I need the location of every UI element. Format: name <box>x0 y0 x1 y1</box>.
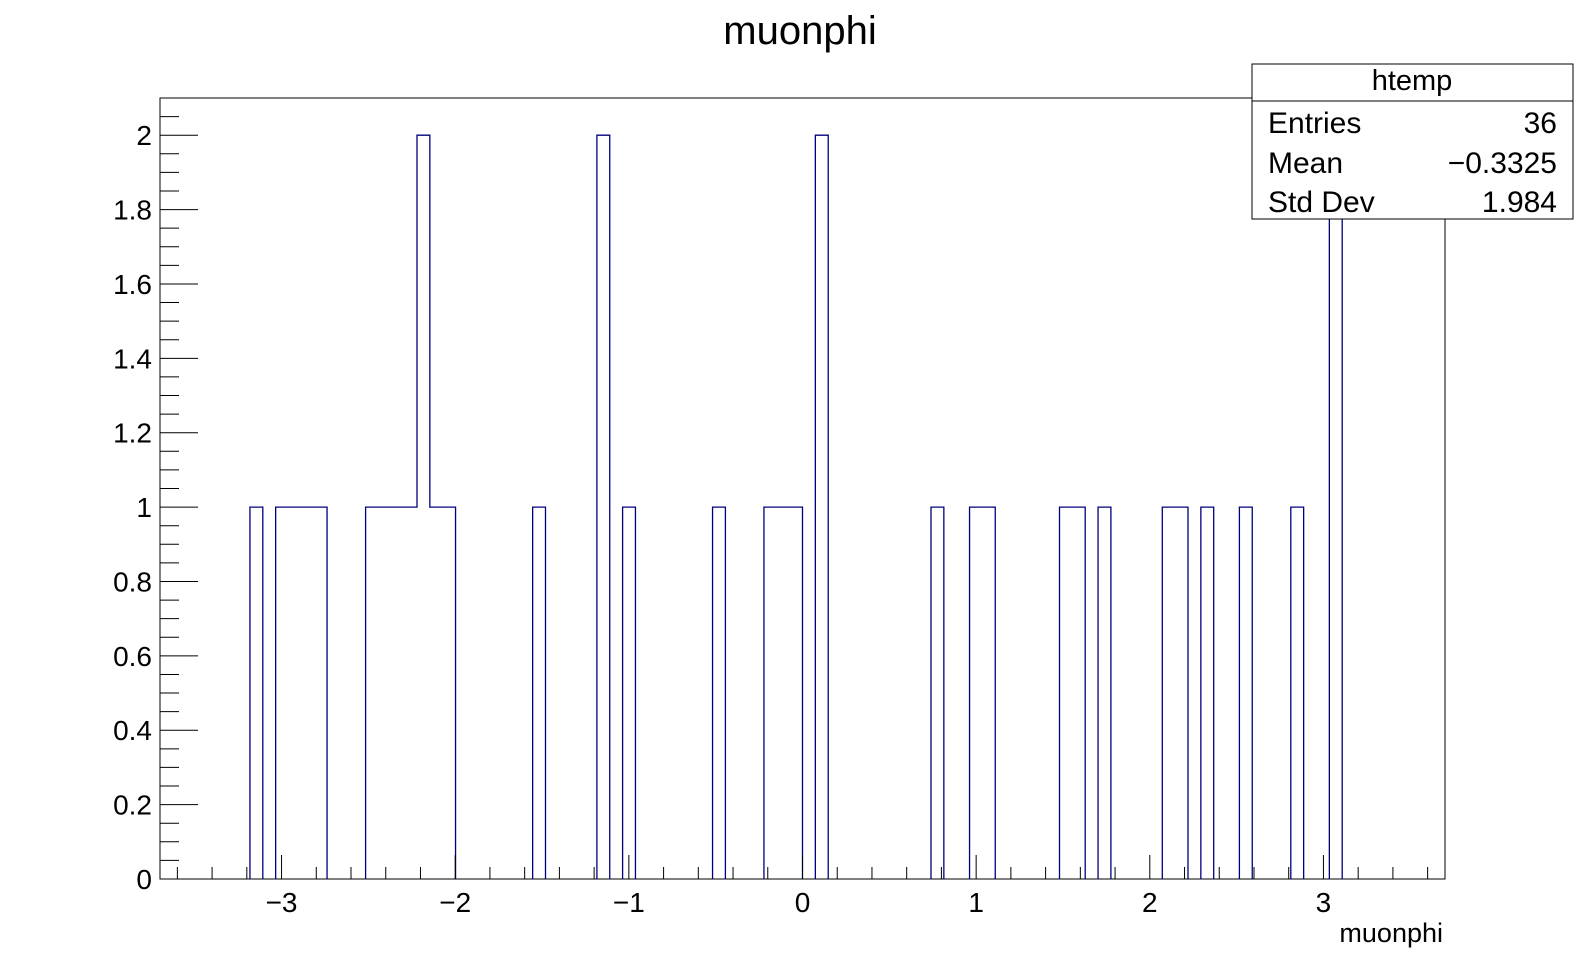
histogram-bar <box>764 507 777 879</box>
histogram-bar <box>289 507 302 879</box>
y-tick-label: 1.6 <box>113 269 152 300</box>
stats-stddev-label: Std Dev <box>1268 186 1375 219</box>
histogram-bar <box>815 135 828 879</box>
y-tick-label: 1 <box>136 492 152 523</box>
histogram-bar <box>1175 507 1188 879</box>
y-axis: 0 0.2 0.4 0.6 0.8 1 1.2 1.4 1.6 1.8 2 <box>113 97 198 895</box>
histogram-bar <box>970 507 983 879</box>
histogram-bar <box>301 507 314 879</box>
x-tick-label: 2 <box>1142 887 1158 918</box>
y-tick-label: 0.4 <box>113 715 152 746</box>
y-tick-label: 2 <box>136 120 152 151</box>
x-tick-label: 1 <box>968 887 984 918</box>
histogram-bar <box>1291 507 1304 879</box>
y-tick-label: 1.2 <box>113 418 152 449</box>
y-tick-label: 0.6 <box>113 641 152 672</box>
histogram-bar <box>378 507 391 879</box>
y-tick-label: 0.8 <box>113 566 152 597</box>
histogram-bar <box>404 507 417 879</box>
histogram-bar <box>443 507 456 879</box>
stats-stddev-value: 1.984 <box>1482 186 1557 219</box>
histogram-bar <box>366 507 379 879</box>
plot-area: −3 −2 −1 0 1 2 3 0 0.2 0.4 0.6 0.8 1 1.2 1.4 1.6 1.8 2 <box>113 97 1446 918</box>
chart-title: muonphi <box>723 9 876 53</box>
histogram-bar <box>1201 507 1214 879</box>
histogram-bar <box>1162 507 1175 879</box>
histogram-bar <box>1098 507 1111 879</box>
x-tick-label: 0 <box>795 887 811 918</box>
y-tick-label: 0.2 <box>113 790 152 821</box>
histogram-bar <box>713 507 726 879</box>
histogram-bar <box>790 507 803 879</box>
stats-box: htemp Entries 36 Mean −0.3325 Std Dev 1.… <box>1251 63 1574 220</box>
x-tick-label: −2 <box>439 887 471 918</box>
histogram-bar <box>1060 507 1073 879</box>
histogram-bar <box>597 135 610 879</box>
histogram-bar <box>1329 135 1342 879</box>
y-tick-label: 1.8 <box>113 195 152 226</box>
x-tick-label: −3 <box>266 887 298 918</box>
histogram-bar <box>417 135 430 879</box>
histogram-bar <box>623 507 636 879</box>
stats-entries-label: Entries <box>1268 107 1361 140</box>
histogram-bar <box>391 507 404 879</box>
histogram-bar <box>533 507 546 879</box>
histogram-outline <box>249 134 1343 879</box>
x-tick-label: −1 <box>613 887 645 918</box>
histogram-bar <box>982 507 995 879</box>
histogram-bar <box>1072 507 1085 879</box>
histogram-bar <box>931 507 944 879</box>
y-tick-label: 1.4 <box>113 343 152 374</box>
y-tick-label: 0 <box>136 864 152 895</box>
x-tick-label: 3 <box>1316 887 1332 918</box>
stats-box-frame <box>1251 63 1574 220</box>
x-axis: −3 −2 −1 0 1 2 3 <box>176 855 1429 918</box>
histogram-bar <box>314 507 327 879</box>
histogram-bar <box>1239 507 1252 879</box>
histogram-bar <box>250 507 263 879</box>
histogram-bar <box>276 507 289 879</box>
stats-entries-value: 36 <box>1524 107 1557 140</box>
histogram-bar <box>430 507 443 879</box>
stats-mean-label: Mean <box>1268 147 1343 180</box>
stats-mean-value: −0.3325 <box>1448 147 1557 180</box>
x-axis-label: muonphi <box>1339 918 1443 948</box>
stats-box-title: htemp <box>1372 65 1453 97</box>
histogram-bar <box>777 507 790 879</box>
